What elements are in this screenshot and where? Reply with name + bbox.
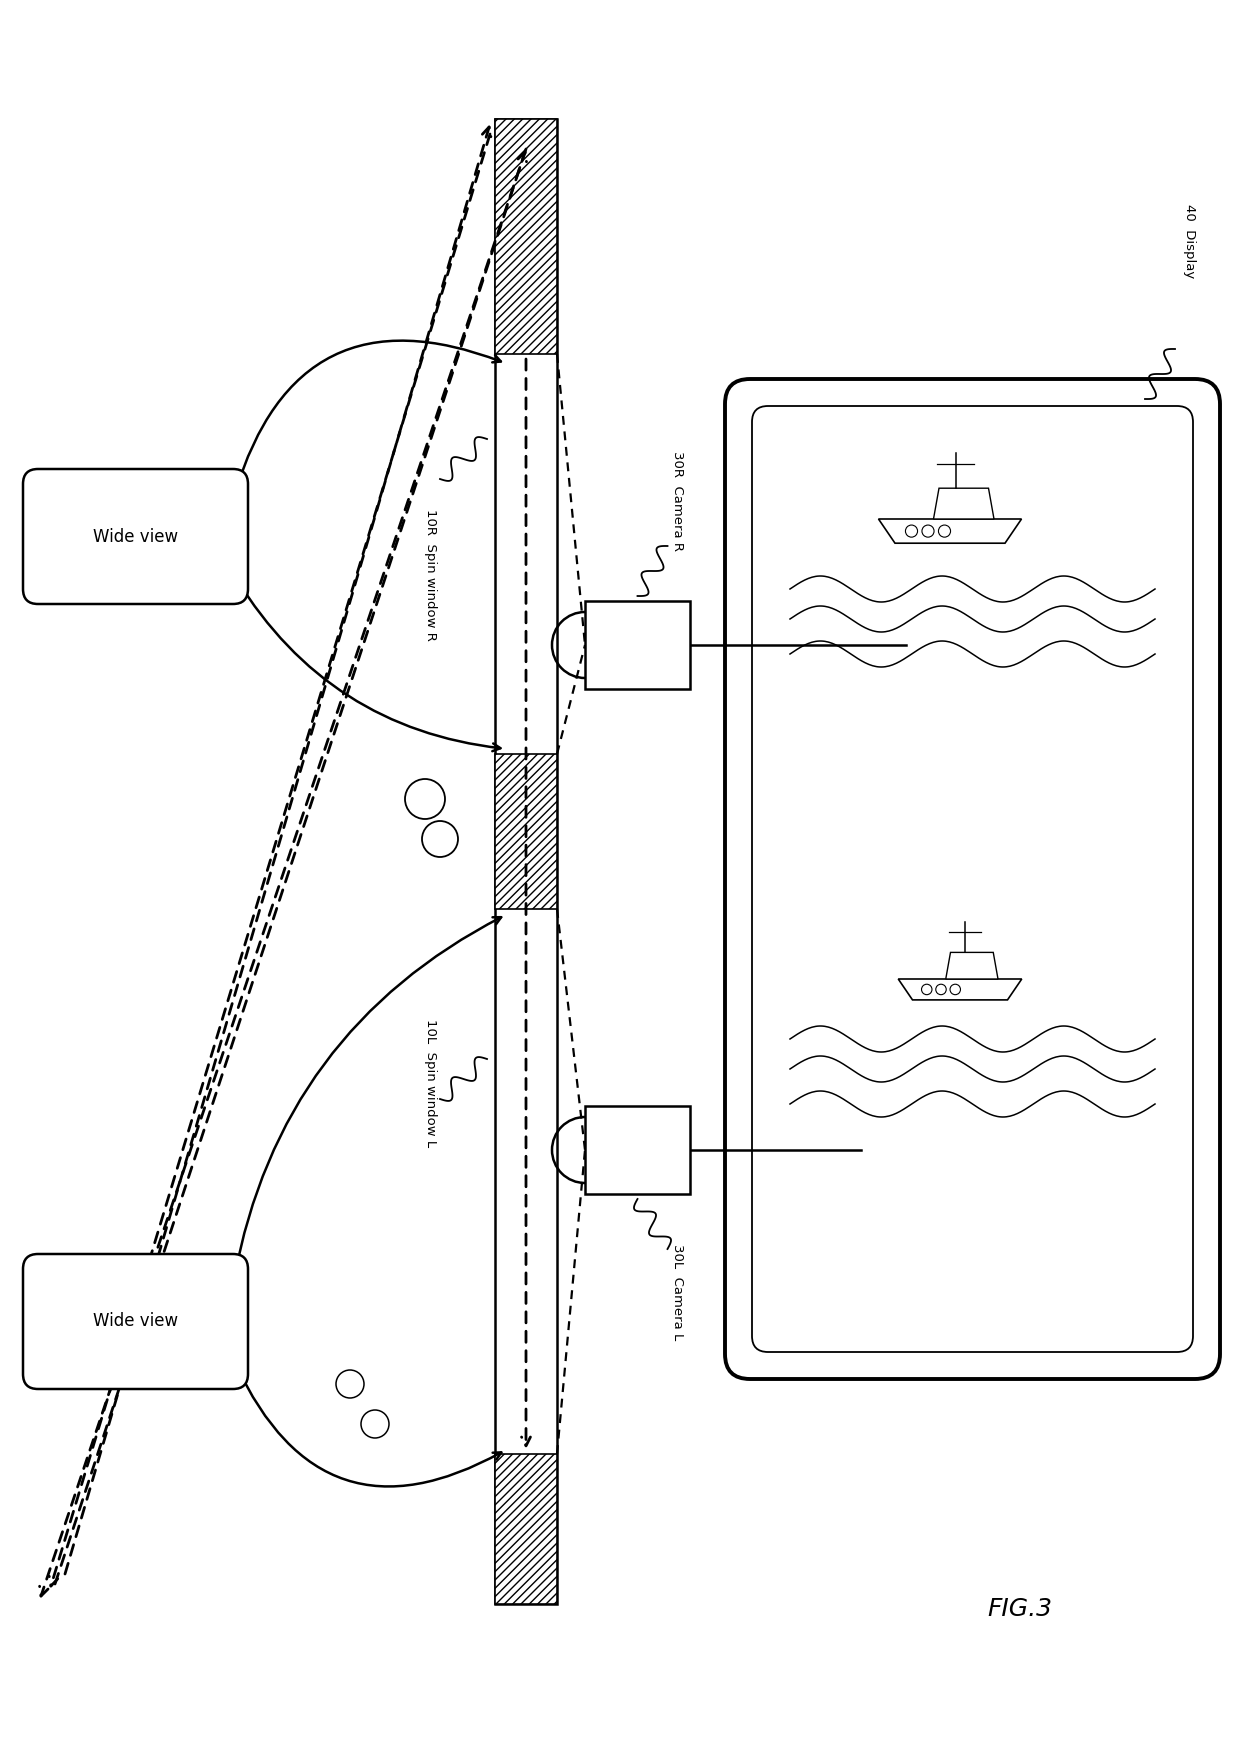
- FancyArrowPatch shape: [234, 916, 501, 1278]
- Circle shape: [905, 525, 918, 537]
- Circle shape: [950, 984, 961, 995]
- FancyArrowPatch shape: [55, 151, 527, 1584]
- Text: FIG.3: FIG.3: [987, 1596, 1053, 1621]
- Polygon shape: [898, 979, 1022, 1000]
- Bar: [495, 1454, 557, 1603]
- Bar: [585, 1106, 689, 1195]
- FancyArrowPatch shape: [237, 579, 501, 751]
- FancyBboxPatch shape: [725, 379, 1220, 1379]
- FancyArrowPatch shape: [64, 127, 491, 1574]
- Bar: [495, 755, 557, 909]
- FancyBboxPatch shape: [24, 1254, 248, 1389]
- Text: 30R  Camera R: 30R Camera R: [671, 450, 684, 551]
- Bar: [495, 118, 557, 355]
- Bar: [495, 118, 557, 1603]
- FancyArrowPatch shape: [50, 134, 490, 1586]
- Circle shape: [361, 1410, 389, 1438]
- Circle shape: [336, 1370, 365, 1398]
- Polygon shape: [934, 489, 994, 518]
- Text: 10R  Spin window R: 10R Spin window R: [424, 510, 436, 642]
- Circle shape: [921, 984, 932, 995]
- FancyArrowPatch shape: [236, 1365, 501, 1487]
- Text: 30L  Camera L: 30L Camera L: [671, 1243, 684, 1341]
- FancyBboxPatch shape: [751, 405, 1193, 1351]
- Text: Wide view: Wide view: [93, 1313, 179, 1330]
- Polygon shape: [946, 953, 998, 979]
- Circle shape: [939, 525, 951, 537]
- Text: 40  Display: 40 Display: [1183, 203, 1197, 278]
- Polygon shape: [878, 518, 1022, 543]
- FancyArrowPatch shape: [40, 150, 526, 1596]
- Text: Wide view: Wide view: [93, 527, 179, 546]
- Text: 10L  Spin window L: 10L Spin window L: [424, 1019, 436, 1148]
- FancyArrowPatch shape: [234, 341, 501, 494]
- Bar: [585, 602, 689, 689]
- FancyArrowPatch shape: [522, 358, 531, 1445]
- Circle shape: [923, 525, 934, 537]
- FancyBboxPatch shape: [24, 470, 248, 603]
- Circle shape: [422, 821, 458, 857]
- Circle shape: [405, 779, 445, 819]
- Circle shape: [936, 984, 946, 995]
